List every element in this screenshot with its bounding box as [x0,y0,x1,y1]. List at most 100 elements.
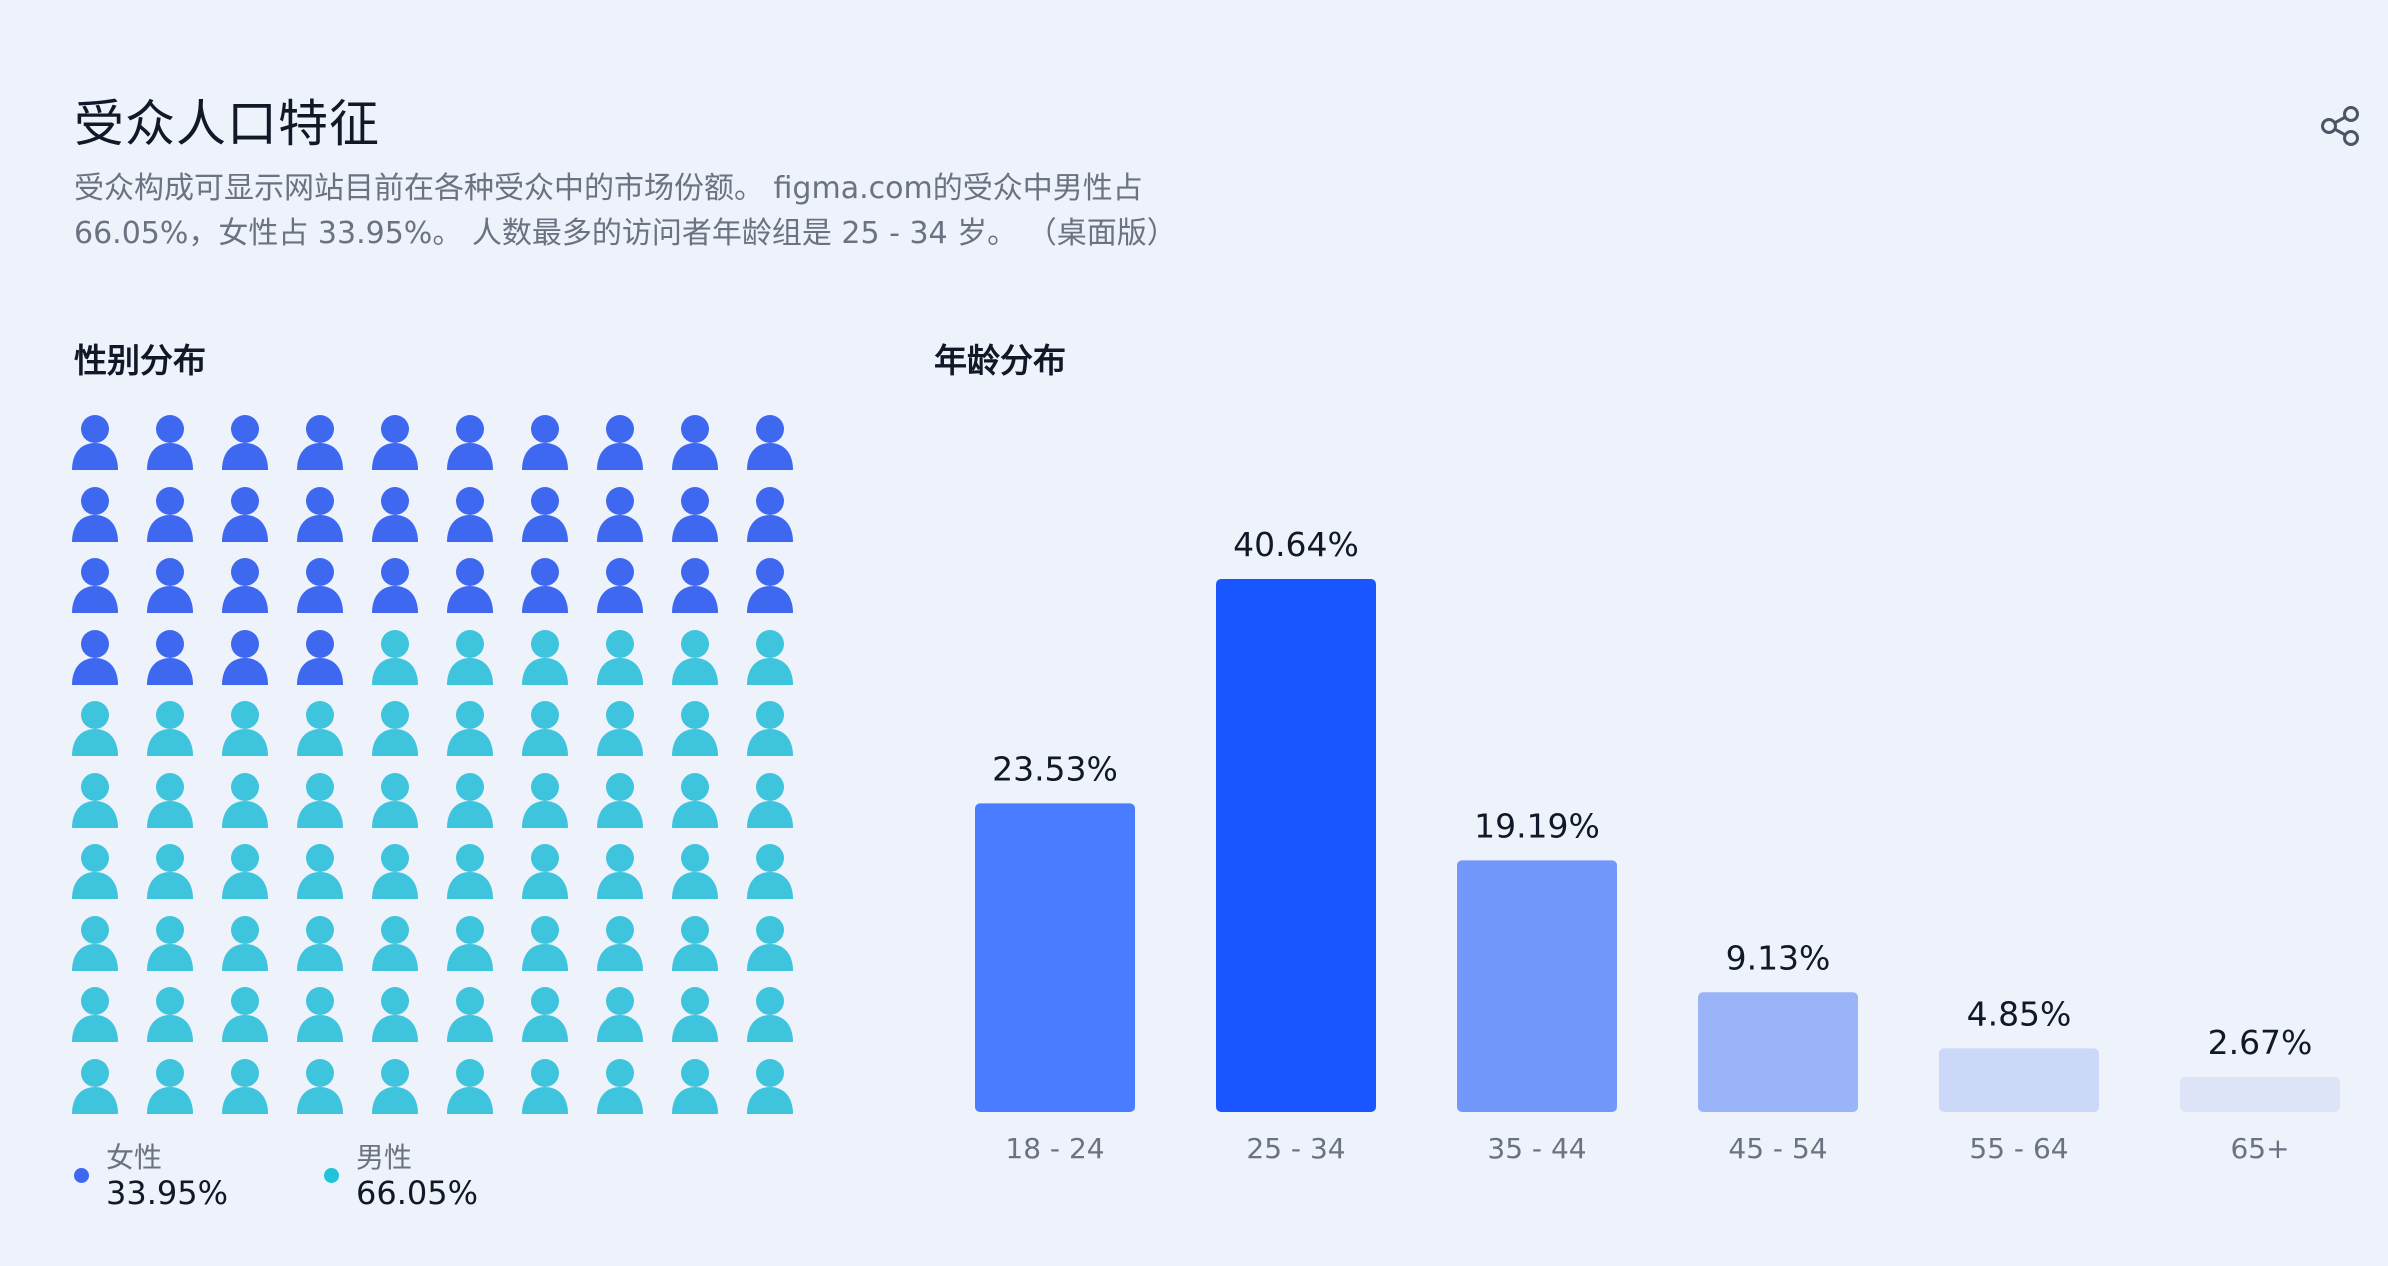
person-icon-female [520,484,570,544]
age-bar-5[interactable] [2180,1076,2340,1112]
age-bar-value-label: 19.19% [1474,806,1600,845]
person-icon-female [670,555,720,615]
person-icon-male [370,984,420,1044]
legend-label-female: 女性 [106,1141,163,1174]
person-icon-female [445,412,495,472]
person-icon-male [145,770,195,830]
share-button[interactable] [2318,104,2362,148]
person-icon-female [745,412,795,472]
person-icon-male [445,913,495,973]
age-bar-2[interactable] [1457,860,1617,1112]
person-icon-male [220,913,270,973]
person-icon-male [445,698,495,758]
age-bar-chart: 23.53% 18 - 24 40.64% 25 - 34 19.19% 35 - 44 9… [975,525,2340,1165]
person-icon-female [370,484,420,544]
person-icon-male [520,627,570,687]
person-icon-male [445,984,495,1044]
person-icon-male [745,841,795,901]
person-icon-male [370,913,420,973]
person-icon-male [145,841,195,901]
person-icon-female [670,412,720,472]
person-icon-female [520,555,570,615]
person-icon-male [295,698,345,758]
person-icon-male [370,1056,420,1116]
person-icon-male [295,913,345,973]
person-icon-male [595,627,645,687]
person-icon-male [295,770,345,830]
age-category-tick-label: 45 - 54 [1728,1132,1827,1165]
person-icon-male [220,1056,270,1116]
person-icon-male [520,984,570,1044]
person-icon-female [145,627,195,687]
age-bar-value-label: 23.53% [992,749,1118,788]
person-icon-female [595,412,645,472]
age-bar-1[interactable] [1216,579,1376,1112]
person-icon-male [70,841,120,901]
person-icon-female [595,555,645,615]
person-icon-male [595,984,645,1044]
legend-dot-male [324,1168,339,1183]
person-icon-male [70,913,120,973]
person-icon-female [220,484,270,544]
gender-people-grid [70,412,800,1116]
person-icon-male [445,770,495,830]
person-icon-male [145,984,195,1044]
person-icon-male [670,627,720,687]
age-bar-4[interactable] [1939,1048,2099,1112]
person-icon-male [70,698,120,758]
person-icon-male [220,770,270,830]
age-distribution-title: 年龄分布 [934,341,1066,380]
age-category-tick-label: 18 - 24 [1005,1132,1104,1165]
person-icon-male [370,770,420,830]
person-icon-male [445,627,495,687]
person-icon-female [370,412,420,472]
legend-value-male: 66.05% [356,1174,479,1212]
person-icon-male [520,841,570,901]
person-icon-male [595,770,645,830]
person-icon-male [745,770,795,830]
person-icon-female [145,555,195,615]
person-icon-male [445,1056,495,1116]
person-icon-male [220,841,270,901]
person-icon-male [145,1056,195,1116]
age-bar-0[interactable] [975,803,1135,1112]
share-icon [2321,106,2359,146]
person-icon-male [745,913,795,973]
legend-dot-female [74,1168,89,1183]
person-icon-male [520,698,570,758]
person-icon-male [220,984,270,1044]
person-icon-male [295,984,345,1044]
age-category-tick-label: 35 - 44 [1487,1132,1586,1165]
age-category-tick-label: 25 - 34 [1246,1132,1345,1165]
person-icon-male [520,770,570,830]
person-icon-female [670,484,720,544]
age-bar-value-label: 9.13% [1726,938,1831,977]
person-icon-female [445,484,495,544]
person-icon-male [145,698,195,758]
age-bar-3[interactable] [1698,992,1858,1112]
person-icon-male [670,698,720,758]
person-icon-male [445,841,495,901]
person-icon-male [595,1056,645,1116]
person-icon-male [370,698,420,758]
person-icon-male [70,984,120,1044]
person-icon-female [445,555,495,615]
person-icon-female [520,412,570,472]
person-icon-male [295,1056,345,1116]
person-icon-male [220,698,270,758]
legend-label-male: 男性 [356,1141,413,1174]
person-icon-female [295,484,345,544]
person-icon-female [745,555,795,615]
person-icon-male [595,698,645,758]
person-icon-male [520,913,570,973]
person-icon-male [745,984,795,1044]
person-icon-male [670,841,720,901]
person-icon-female [745,484,795,544]
person-icon-male [595,913,645,973]
person-icon-male [520,1056,570,1116]
person-icon-female [295,555,345,615]
person-icon-male [370,841,420,901]
person-icon-male [145,913,195,973]
age-bar-value-label: 40.64% [1233,525,1359,564]
person-icon-male [70,1056,120,1116]
